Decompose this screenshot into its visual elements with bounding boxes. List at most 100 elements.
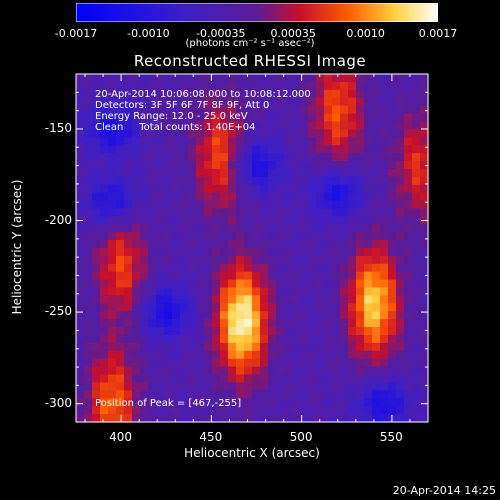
heatmap-cell — [380, 382, 389, 391]
heatmap-cell — [180, 366, 189, 376]
heatmap-cell — [188, 216, 197, 225]
heatmap-cell — [412, 248, 421, 257]
heatmap-cell — [220, 335, 229, 344]
heatmap-cell — [252, 319, 261, 328]
heatmap-cell — [196, 240, 205, 249]
heatmap-cell — [316, 327, 325, 336]
heatmap-cell — [348, 176, 357, 186]
heatmap-cell — [308, 287, 317, 297]
heatmap-cell — [300, 153, 309, 162]
heatmap-cell — [164, 224, 173, 233]
heatmap-cell — [276, 287, 285, 297]
heatmap-cell — [412, 390, 421, 399]
heatmap-cell — [284, 184, 293, 194]
heatmap-cell — [228, 414, 237, 423]
heatmap-cell — [300, 248, 309, 257]
heatmap-cell — [196, 97, 205, 107]
heatmap-cell — [380, 168, 389, 178]
heatmap-cell — [140, 374, 149, 384]
heatmap-cell — [212, 406, 221, 415]
heatmap-cell — [132, 145, 141, 154]
heatmap-cell — [180, 319, 189, 328]
heatmap-cell — [332, 279, 341, 289]
heatmap-cell — [308, 105, 317, 115]
heatmap-cell — [340, 382, 349, 391]
heatmap-cell — [404, 263, 413, 273]
heatmap-cell — [244, 105, 253, 115]
heatmap-cell — [268, 224, 277, 233]
heatmap-cell — [244, 224, 253, 233]
heatmap-cell — [180, 248, 189, 257]
heatmap-cell — [324, 406, 333, 415]
heatmap-cell — [340, 113, 349, 123]
heatmap-cell — [236, 287, 245, 297]
heatmap-cell — [124, 121, 133, 130]
heatmap-cell — [284, 311, 293, 320]
heatmap-cell — [156, 358, 165, 368]
heatmap-cell — [180, 382, 189, 391]
heatmap-cell — [92, 319, 101, 328]
heatmap-cell — [420, 255, 429, 265]
heatmap-cell — [332, 208, 341, 217]
heatmap-cell — [228, 121, 237, 130]
heatmap-cell — [180, 255, 189, 265]
heatmap-cell — [308, 81, 317, 91]
heatmap-cell — [204, 303, 213, 312]
heatmap-cell — [196, 153, 205, 162]
heatmap-cell — [212, 89, 221, 99]
heatmap-cell — [308, 271, 317, 281]
heatmap-cell — [244, 390, 253, 399]
heatmap-cell — [92, 184, 101, 194]
heatmap-cell — [268, 81, 277, 91]
heatmap-cell — [380, 358, 389, 368]
heatmap-cell — [308, 121, 317, 130]
heatmap-cell — [108, 113, 117, 123]
heatmap-cell — [132, 192, 141, 202]
heatmap-cell — [76, 374, 85, 384]
heatmap-cell — [300, 137, 309, 146]
x-tick-label: 450 — [199, 430, 223, 444]
heatmap-cell — [324, 382, 333, 391]
heatmap-cell — [300, 208, 309, 217]
heatmap-cell — [148, 240, 157, 249]
heatmap-cell — [236, 224, 245, 233]
heatmap-cell — [380, 271, 389, 281]
heatmap-cell — [332, 145, 341, 154]
heatmap-cell — [348, 129, 357, 138]
heatmap-cell — [292, 248, 301, 257]
heatmap-cell — [188, 145, 197, 154]
heatmap-cell — [396, 295, 405, 304]
heatmap-cell — [140, 366, 149, 376]
heatmap-cell — [340, 216, 349, 225]
heatmap-cell — [412, 105, 421, 115]
heatmap-cell — [412, 74, 421, 83]
heatmap-cell — [244, 200, 253, 210]
heatmap-cell — [204, 366, 213, 376]
heatmap-cell — [204, 145, 213, 154]
heatmap-cell — [284, 295, 293, 304]
heatmap-cell — [164, 271, 173, 281]
heatmap-cell — [156, 97, 165, 107]
heatmap-cell — [412, 342, 421, 352]
heatmap-cell — [228, 358, 237, 368]
heatmap-cell — [268, 74, 277, 83]
heatmap-cell — [364, 366, 373, 376]
heatmap-cell — [292, 129, 301, 138]
heatmap-cell — [292, 121, 301, 130]
heatmap-cell — [284, 248, 293, 257]
heatmap-cell — [164, 311, 173, 320]
heatmap-cell — [364, 224, 373, 233]
heatmap-cell — [228, 74, 237, 83]
heatmap-cell — [332, 129, 341, 138]
x-tick-label: 400 — [109, 430, 133, 444]
heatmap-cell — [76, 145, 85, 154]
heatmap-cell — [244, 240, 253, 249]
heatmap-cell — [268, 390, 277, 399]
heatmap-cell — [132, 248, 141, 257]
heatmap-cell — [316, 240, 325, 249]
heatmap-cell — [340, 176, 349, 186]
heatmap-cell — [156, 406, 165, 415]
heatmap-cell — [76, 184, 85, 194]
heatmap-cell — [396, 161, 405, 170]
heatmap-cell — [132, 366, 141, 376]
